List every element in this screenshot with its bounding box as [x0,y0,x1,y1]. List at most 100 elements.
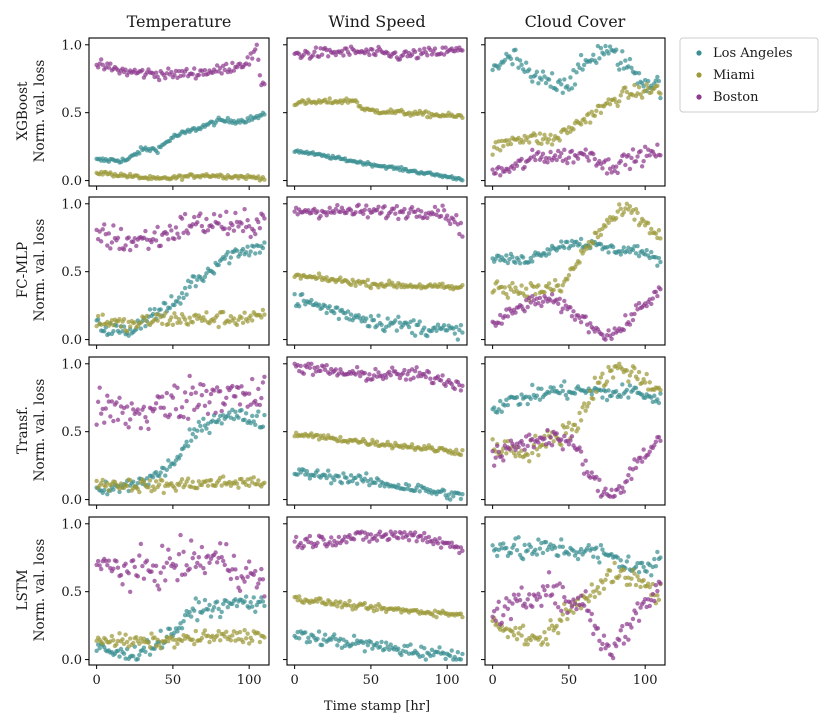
data-point [641,447,646,452]
data-point [193,283,198,289]
data-point [161,565,166,570]
data-point [257,577,263,582]
data-point [246,559,252,564]
data-point [239,384,244,389]
data-point [621,327,627,333]
data-point [175,629,180,634]
data-point [581,62,587,68]
data-point [559,537,564,542]
data-point [143,318,148,323]
data-point [449,540,454,545]
data-point [182,317,188,322]
data-point [609,552,614,557]
series-los-angeles [292,467,465,502]
data-point [221,474,226,479]
data-point [256,630,261,636]
data-point [554,87,559,93]
data-point [304,468,310,474]
data-point [460,383,465,389]
data-point [629,576,634,581]
data-point [216,324,221,330]
data-point [624,201,630,206]
data-point [448,221,453,227]
data-point [543,80,549,86]
data-point [178,532,183,538]
data-point [527,432,532,437]
data-point [653,563,659,569]
y-tick-label: 0.5 [61,425,82,440]
data-point [610,244,616,250]
data-point [528,544,533,550]
data-point [228,576,234,582]
data-point [298,540,303,546]
data-point [333,367,339,372]
data-point [566,155,572,160]
data-point [138,326,144,331]
data-point [245,55,250,60]
data-point [546,251,552,256]
data-point [155,318,160,323]
data-point [341,53,346,58]
data-point [540,151,546,156]
data-point [563,392,569,398]
data-point [533,157,538,163]
data-point [103,406,108,411]
data-point [566,273,572,278]
data-point [339,480,345,486]
data-point [239,221,244,226]
data-point [655,397,660,402]
data-point [297,636,302,641]
data-point [163,75,168,81]
data-point [513,454,518,459]
data-point [172,383,177,388]
data-point [250,638,255,643]
data-point [245,319,250,324]
data-point [335,203,340,208]
data-point [396,536,401,541]
data-point [617,202,622,207]
data-point [347,598,352,604]
data-point [505,634,511,640]
data-point [176,235,182,240]
data-point [419,533,424,539]
data-point [239,407,244,413]
data-point [106,558,112,563]
data-point [511,633,517,638]
data-point [519,633,524,638]
series-miami [292,96,465,121]
data-point [307,365,313,371]
data-point [511,542,517,548]
data-point [153,479,159,484]
data-point [304,536,310,541]
data-point [190,320,195,325]
data-point [435,374,441,379]
data-point [196,600,202,605]
data-point [221,601,226,607]
data-point [627,582,633,587]
data-point [549,292,555,297]
data-point [312,473,317,479]
data-point [505,402,511,408]
data-point [246,62,252,67]
data-point [97,229,102,234]
data-point [114,400,119,405]
data-point [426,534,432,540]
data-point [412,333,418,338]
data-point [318,368,323,373]
data-point [259,566,264,572]
data-point [589,582,594,587]
data-point [254,42,259,47]
series-miami [94,474,267,496]
data-point [246,641,252,646]
data-point [523,60,529,65]
data-point [633,564,639,569]
data-point [199,392,205,398]
data-point [172,311,177,316]
data-point [316,629,322,634]
data-point [618,93,623,98]
data-point [262,240,267,245]
data-point [95,65,101,70]
data-point [440,373,445,378]
data-point [315,364,320,370]
data-point [205,228,211,233]
